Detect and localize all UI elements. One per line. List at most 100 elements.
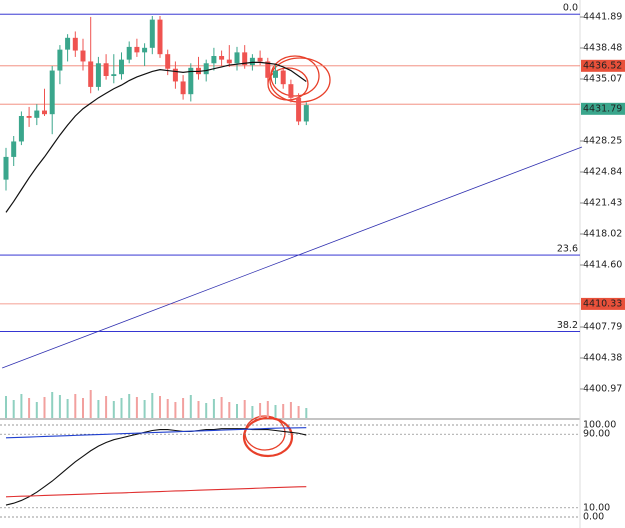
trendline (2, 146, 583, 369)
volume-bar (182, 398, 185, 418)
volume-bar (12, 400, 15, 418)
indicator-line (5, 486, 307, 498)
candle-body (42, 110, 47, 115)
volume-bar (174, 402, 177, 418)
indicator-line (5, 428, 307, 506)
candle-body (149, 19, 155, 48)
candle-body (80, 50, 86, 62)
volume-bar (66, 399, 69, 418)
fib-label: 23.6 (557, 244, 578, 255)
indicator-tick-label: 90.00 (583, 429, 610, 440)
volume-bar (205, 403, 208, 418)
candle-body (157, 19, 163, 55)
candle-body (273, 70, 278, 78)
candle-body (65, 37, 71, 50)
candle-body (103, 63, 109, 76)
candle-body (249, 57, 255, 66)
volume-bar (120, 398, 123, 418)
candle-body (26, 116, 32, 118)
candle-body (280, 70, 286, 85)
volume-bar (135, 397, 138, 418)
candle-body (95, 63, 101, 87)
volume-bar (43, 397, 46, 418)
annotation-circles (242, 55, 331, 458)
price-label: 4431.79 (583, 103, 622, 114)
candle-body (257, 57, 263, 62)
candle-body (34, 110, 40, 118)
volume-bar (5, 396, 7, 418)
volume-bar (105, 396, 108, 418)
indicator-tick-label: 10.00 (583, 502, 610, 513)
candle-body (242, 52, 248, 66)
volume-bar (266, 401, 269, 418)
volume-bar (28, 398, 31, 418)
candle-body (234, 52, 240, 64)
price-label: 4410.33 (583, 298, 622, 309)
volume-bar (151, 393, 154, 418)
volume-bar (297, 406, 300, 418)
moving-average (5, 61, 307, 213)
volume-bar (274, 405, 277, 418)
volume-bar (97, 400, 100, 418)
y-tick-label: 4435.07 (583, 74, 622, 85)
candle-body (49, 70, 55, 115)
candle-body (296, 97, 302, 122)
volume-bar (212, 399, 215, 418)
indicator-line (5, 427, 307, 439)
candle-body (11, 141, 17, 157)
candle-body (111, 74, 117, 76)
volume-bar (289, 402, 292, 418)
y-tick-label: 4424.84 (583, 167, 622, 178)
y-tick-label: 4404.38 (583, 353, 622, 364)
volume-bar (220, 397, 223, 418)
price-label-box (581, 59, 625, 72)
candle-body (288, 84, 294, 98)
volume-bar (112, 401, 115, 418)
y-tick-label: 4421.43 (583, 198, 622, 209)
candle-body (3, 156, 9, 180)
volume-bar (35, 402, 38, 418)
volume-bar (251, 406, 254, 418)
fib-label: 38.2 (557, 320, 578, 331)
candle-body (203, 63, 209, 75)
volume-bar (89, 390, 92, 418)
price-label: 4436.52 (583, 60, 622, 71)
y-tick-label: 4407.79 (583, 322, 622, 333)
volume-bar (74, 394, 77, 418)
volume-bar (305, 408, 308, 418)
volume-bar (243, 400, 246, 418)
candle-body (18, 116, 24, 142)
volume-bar (236, 404, 238, 418)
volume-bar (20, 394, 23, 418)
candle-body (172, 68, 178, 82)
candle-body (303, 105, 309, 122)
y-tick-label: 4418.02 (583, 229, 622, 240)
volume-bar (51, 392, 54, 418)
candle-body (126, 46, 132, 60)
candle-body (57, 49, 63, 71)
y-tick-label: 4428.25 (583, 136, 622, 147)
y-tick-label: 4438.48 (583, 43, 622, 54)
volume-bar (189, 395, 192, 418)
volume-bar (159, 396, 161, 418)
candle-body (72, 37, 78, 51)
candle-body (134, 46, 140, 53)
price-label-box (581, 102, 625, 115)
y-tick-label: 4400.97 (583, 384, 622, 395)
candle-body (265, 61, 271, 78)
y-tick-label: 4441.89 (583, 12, 622, 23)
indicator-tick-label: 0.00 (583, 512, 604, 523)
indicator-tick-label: 100.00 (583, 419, 616, 430)
candle-body (226, 59, 232, 64)
candle-body (180, 81, 186, 95)
price-label-box (581, 297, 625, 310)
candle-body (211, 56, 217, 64)
candle-body (88, 61, 94, 87)
candle-body (142, 47, 148, 53)
candle-body (188, 67, 194, 95)
volume-bar (143, 400, 146, 418)
volume-bar (259, 403, 262, 418)
candle-body (119, 59, 124, 75)
volume-bar (197, 401, 200, 418)
